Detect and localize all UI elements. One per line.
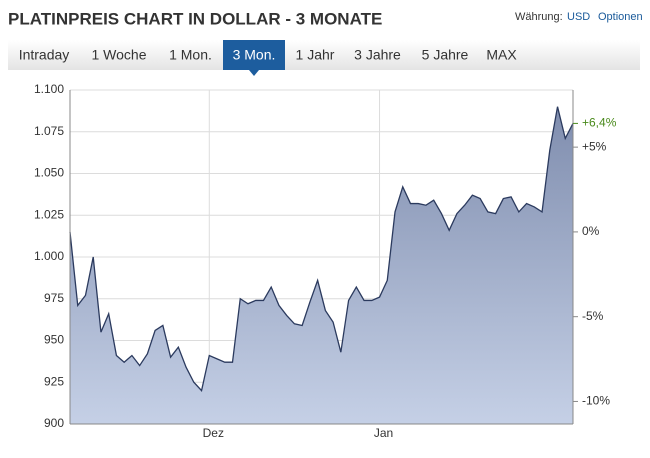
line xyxy=(69,106,574,392)
y-tick-label: 900 xyxy=(44,416,64,430)
y-tick-label: 1.075 xyxy=(34,124,64,138)
tab[interactable]: 3 Mon. xyxy=(233,47,276,63)
tab[interactable]: Intraday xyxy=(19,47,70,63)
y-tick-label: 950 xyxy=(44,333,64,347)
tab[interactable]: MAX xyxy=(486,47,517,63)
tab-bar xyxy=(8,40,640,70)
y2-tick-label: 0% xyxy=(582,224,600,238)
y-tick-label: 1.050 xyxy=(34,166,64,180)
x-tick-label: Jan xyxy=(374,426,393,440)
area-fill xyxy=(70,106,573,424)
y-tick-label: 975 xyxy=(44,291,64,305)
y-tick-label: 925 xyxy=(44,374,64,388)
currency-label: Währung: xyxy=(515,11,563,23)
x-tick-label: Dez xyxy=(203,426,224,440)
tab[interactable]: 1 Mon. xyxy=(169,47,212,63)
y2-tick-label: +5% xyxy=(582,139,607,153)
y-tick-label: 1.100 xyxy=(34,82,64,96)
last-change-label: +6,4% xyxy=(582,116,617,130)
active-tab-pointer xyxy=(249,70,259,76)
options-link[interactable]: Optionen xyxy=(598,11,643,23)
tab[interactable]: 1 Woche xyxy=(92,47,147,63)
y-tick-label: 1.000 xyxy=(34,249,64,263)
title: PLATINPREIS CHART IN DOLLAR - 3 MONATE xyxy=(8,9,382,28)
y2-tick-label: -10% xyxy=(582,394,610,408)
active-tab xyxy=(223,40,285,70)
tab[interactable]: 1 Jahr xyxy=(296,47,335,63)
tab[interactable]: 5 Jahre xyxy=(422,47,469,63)
y-tick-label: 1.025 xyxy=(34,207,64,221)
currency[interactable]: USD xyxy=(567,11,590,23)
tab[interactable]: 3 Jahre xyxy=(354,47,401,63)
y2-tick-label: -5% xyxy=(582,309,604,323)
